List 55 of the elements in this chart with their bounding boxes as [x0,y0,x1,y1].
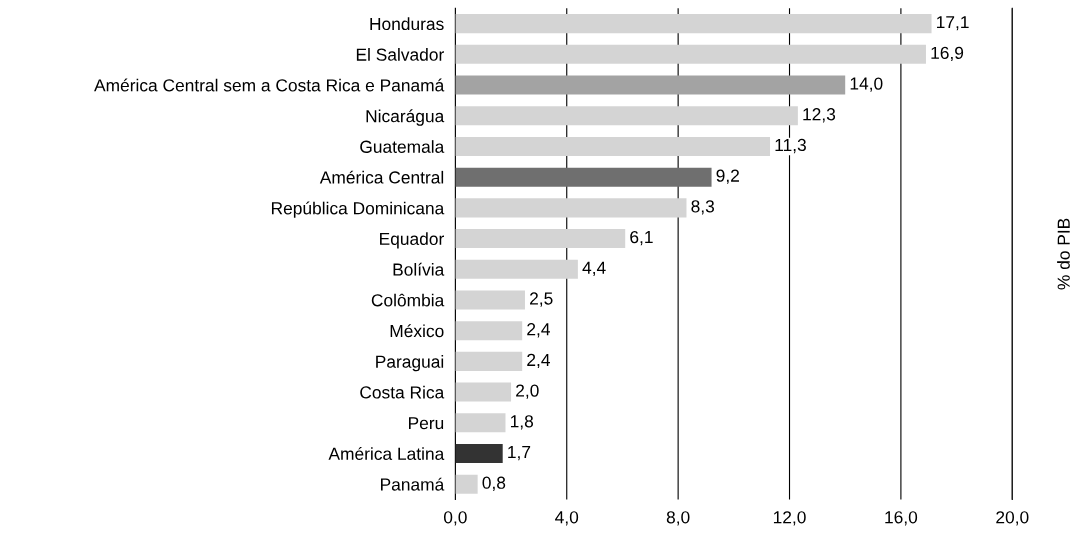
x-tick-label: 12,0 [773,511,806,526]
bar [455,198,687,218]
data-label: 2,4 [527,353,550,369]
y-tick-label: Costa Rica [360,385,445,399]
y-tick-label: Peru [409,417,444,430]
bar [455,136,771,156]
y-tick-label: Guatemala [360,140,445,153]
bar [455,382,512,402]
data-label: 4,4 [582,261,606,276]
bar [455,474,478,494]
x-tick-label: 8,0 [666,511,690,526]
data-label: 1,8 [510,415,534,430]
text: % do PIB [1057,218,1070,290]
y-tick-label: Honduras [370,17,444,31]
data-label: 0,8 [482,476,506,491]
x-tick-label: 0,0 [443,511,467,526]
data-label: 11,3 [775,138,806,154]
data-label: 2,0 [516,384,539,399]
bar [455,351,523,371]
data-label: 2,5 [530,292,553,307]
y-tick-label: Panamá [381,477,445,491]
y-tick-label: República Dominicana [271,201,445,218]
data-label: 14,0 [850,77,883,92]
y-tick-label: América Central sem a Costa Rica e Panamá [94,78,445,92]
data-label: 8,3 [691,200,715,215]
data-label: 12,3 [803,108,836,123]
data-label: 16,9 [931,46,964,62]
bar [455,75,846,95]
data-label: 6,1 [630,230,653,246]
y-tick-label: Colômbia [371,293,445,307]
bar [455,167,712,187]
x-tick-label: 20,0 [996,511,1029,526]
data-label: 1,7 [508,446,531,461]
bar [455,106,798,126]
data-label: 17,1 [937,16,969,31]
bar [455,290,525,310]
bar [455,229,626,249]
y-tick-label: América Central [319,170,444,184]
x-tick-label: 16,0 [885,511,918,526]
y-tick-label: México [390,324,444,338]
bar [455,413,506,433]
y-tick-label: Bolívia [393,262,445,276]
y-tick-label: Equador [380,232,444,249]
bar [455,259,578,279]
y-tick-label: Paraguai [376,355,444,372]
y-tick-label: América Latina [328,447,445,460]
data-label: 2,4 [527,323,550,338]
x-tick-label: 4,0 [555,511,579,526]
bar [455,14,932,34]
bar [455,443,503,464]
data-label: 9,2 [716,169,739,184]
y-tick-label: Nicarágua [366,109,445,126]
y-tick-label: El Salvador [356,48,444,61]
bar [455,44,926,64]
bar [455,321,523,341]
